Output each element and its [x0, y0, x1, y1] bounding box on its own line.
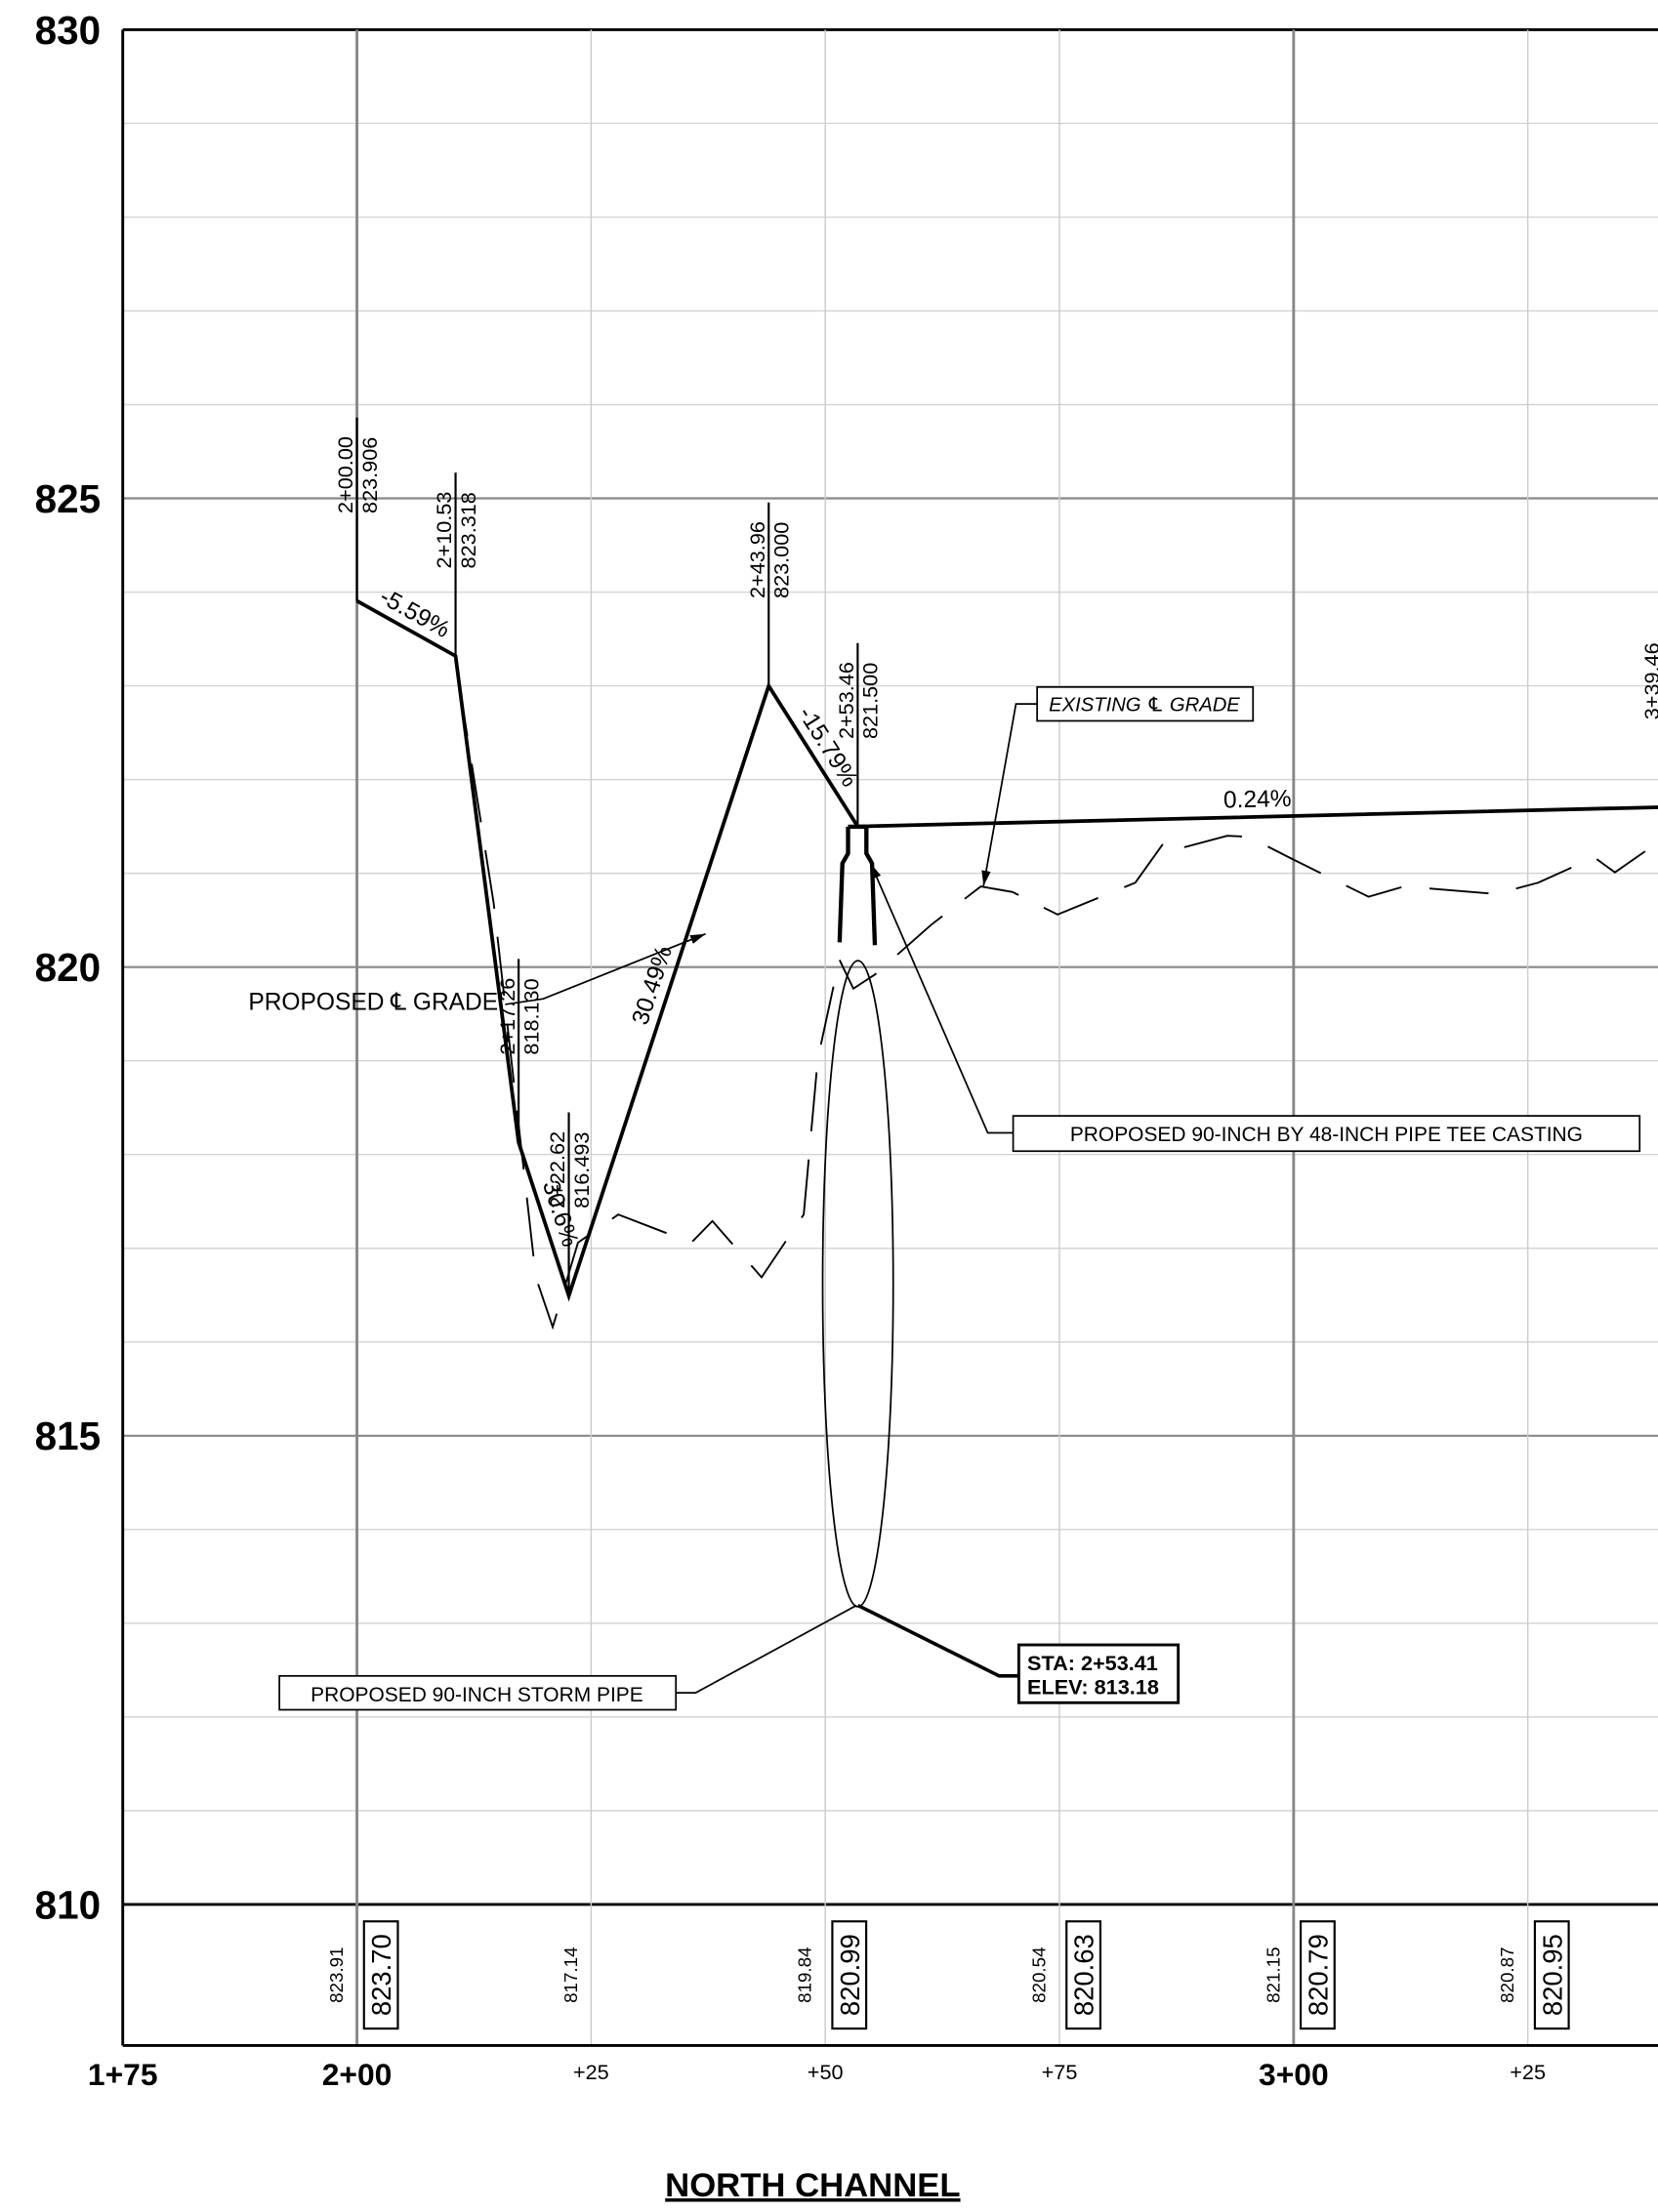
- x-tick-label: 2+00: [322, 2057, 393, 2092]
- proposed-grade-label: PROPOSED ℄ GRADE: [248, 990, 498, 1016]
- y-tick-label: 820: [35, 945, 102, 990]
- x-tick-label: 1+75: [88, 2057, 158, 2092]
- leader: [676, 1604, 857, 1695]
- leader: [981, 703, 1038, 886]
- existing-elevation: 823.91: [326, 1946, 347, 2002]
- leader: [505, 932, 706, 1005]
- proposed-elevation-box: [1299, 1920, 1336, 2030]
- proposed-elevation: 820.79: [1304, 1934, 1334, 2016]
- elevation-label: 823.318: [456, 492, 480, 568]
- proposed-elevation-box: [362, 1920, 399, 2030]
- existing-elevation: 821.15: [1263, 1946, 1283, 2002]
- x-tick-label: +25: [1510, 2060, 1546, 2084]
- station-label: 2+43.96: [745, 521, 769, 598]
- callout-box: [1016, 1643, 1181, 1704]
- tee-casting: [837, 824, 878, 946]
- leader: [869, 863, 1014, 1134]
- proposed-elevation: 820.95: [1537, 1934, 1567, 2016]
- elevation-label: 823.906: [357, 437, 382, 513]
- existing-elevation: 820.54: [1029, 1946, 1050, 2002]
- proposed-elevation-box: [831, 1920, 868, 2030]
- station-label: 2+00.00: [333, 436, 357, 513]
- elevation-label: 823.000: [768, 522, 793, 598]
- station-label: 2+53.46: [834, 662, 858, 739]
- existing-grade-line: [457, 676, 1658, 1331]
- station-label: 2+10.53: [432, 492, 456, 569]
- y-tick-label: 825: [35, 476, 102, 521]
- callout-box: [1012, 1115, 1641, 1153]
- station-label: 3+39.46: [1639, 642, 1658, 719]
- x-tick-label: 3+00: [1259, 2057, 1329, 2092]
- proposed-elevation: 823.70: [366, 1934, 396, 2016]
- proposed-elevation: 820.63: [1069, 1934, 1099, 2016]
- elevation-label: 816.493: [569, 1132, 594, 1208]
- x-tick-label: +25: [573, 2060, 609, 2084]
- existing-elevation: 820.87: [1497, 1946, 1517, 2002]
- proposed-elevation: 820.99: [835, 1934, 865, 2016]
- existing-elevation: 819.84: [795, 1946, 815, 2002]
- x-tick-label: +50: [808, 2060, 844, 2084]
- existing-elevation: 817.14: [560, 1946, 581, 2002]
- chart-title: NORTH CHANNEL: [665, 2167, 960, 2204]
- pipe-label: PROPOSED 90-INCH STORM PIPE: [311, 1684, 643, 1706]
- proposed-elevation-box: [1065, 1920, 1102, 2030]
- y-tick-label: 815: [35, 1413, 102, 1458]
- elevation-label: 821.500: [858, 663, 883, 739]
- plot: 2+00.00 823.906 2+10.53 823.318 2+17.26 818.1…: [333, 417, 1658, 1331]
- station-label: 2+17.26: [495, 978, 519, 1055]
- leader: [856, 1603, 1019, 1678]
- y-tick-label: 830: [35, 8, 102, 53]
- grid: [121, 27, 1658, 2047]
- callout-box: [278, 1674, 678, 1711]
- elevation-label: 818.130: [518, 978, 543, 1054]
- elevation-callout: ELEV: 813.18: [1027, 1675, 1159, 1700]
- slope-label: 0.24%: [1223, 786, 1292, 814]
- station-label: 2+22.62: [545, 1131, 569, 1208]
- station-callout: STA: 2+53.41: [1027, 1651, 1158, 1675]
- callout-box: [1036, 685, 1255, 722]
- tee-label: PROPOSED 90-INCH BY 48-INCH PIPE TEE CAS…: [1070, 1124, 1583, 1146]
- proposed-elevation-box: [1533, 1920, 1570, 2030]
- existing-grade-label: EXISTING ℄ GRADE: [1049, 694, 1240, 716]
- x-tick-label: +75: [1042, 2060, 1078, 2084]
- y-tick-label: 810: [35, 1882, 102, 1927]
